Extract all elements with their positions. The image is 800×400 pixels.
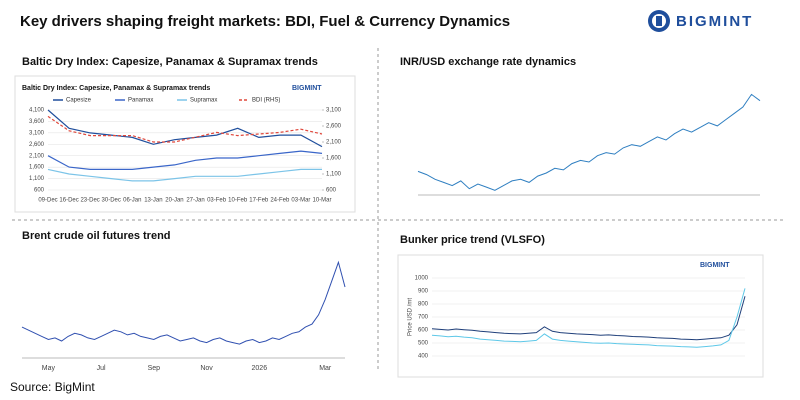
series-line [431, 296, 746, 341]
x-tick-label: Mar [319, 365, 332, 372]
y-tick-label: 1,600 [29, 165, 45, 171]
inner-logo: BIGMINT [292, 85, 322, 92]
series-line [47, 115, 323, 143]
panel-heading: Brent crude oil futures trend [22, 230, 171, 242]
series-line [47, 109, 323, 148]
y-tick-label: 400 [418, 354, 429, 360]
y-tick-label: 2,600 [29, 142, 45, 148]
y-tick-label: 600 [418, 328, 429, 334]
x-tick-label: 13-Jan [144, 198, 162, 204]
x-tick-label: 2026 [252, 365, 268, 372]
chart-frame [397, 254, 764, 378]
y-tick-label: 3,600 [29, 119, 45, 125]
panel-heading: INR/USD exchange rate dynamics [400, 56, 576, 68]
page-title: Key drivers shaping freight markets: BDI… [20, 13, 510, 30]
series-line [417, 93, 761, 191]
panel-heading: Baltic Dry Index: Capesize, Panamax & Su… [22, 56, 318, 68]
inner-logo: BIGMINT [700, 262, 730, 269]
x-tick-label: 24-Feb [270, 198, 290, 204]
series-line [47, 150, 323, 170]
legend-label: Supramax [190, 98, 217, 104]
inner-title: Baltic Dry Index: Capesize, Panamax & Su… [22, 85, 210, 92]
x-tick-label: Sep [148, 365, 161, 372]
y2-tick-label: 2,600 [326, 124, 342, 130]
y2-tick-label: 600 [326, 188, 337, 194]
x-tick-label: 16-Dec [59, 198, 78, 204]
x-tick-label: 23-Dec [80, 198, 99, 204]
y2-tick-label: 3,100 [326, 108, 342, 114]
x-tick-label: 20-Jan [165, 198, 183, 204]
legend-label: Panamax [128, 98, 153, 104]
x-tick-label: 10-Mar [312, 198, 331, 204]
x-tick-label: Jul [97, 365, 106, 372]
x-tick-label: 03-Mar [291, 198, 310, 204]
y-tick-label: 700 [418, 315, 429, 321]
x-tick-label: 06-Jan [123, 198, 141, 204]
y-tick-label: 800 [418, 302, 429, 308]
x-tick-label: 10-Feb [228, 198, 248, 204]
y-tick-label: 4,100 [29, 108, 45, 114]
panel-heading: Bunker price trend (VLSFO) [400, 234, 545, 246]
x-tick-label: 03-Feb [207, 198, 227, 204]
x-tick-label: 17-Feb [249, 198, 269, 204]
logo-text: BIGMINT [676, 13, 753, 30]
legend-label: BDI (RHS) [252, 98, 280, 104]
y-tick-label: 2,100 [29, 153, 45, 159]
logo: BIGMINT [648, 10, 753, 32]
y-tick-label: 1000 [415, 276, 429, 282]
y-tick-label: 500 [418, 341, 429, 347]
series-line [431, 288, 746, 348]
legend-label: Capesize [66, 98, 92, 104]
y-tick-label: 900 [418, 289, 429, 295]
y2-tick-label: 2,100 [326, 140, 342, 146]
y-tick-label: 1,100 [29, 176, 45, 182]
y-tick-label: 600 [34, 188, 45, 194]
logo-figure [656, 16, 662, 26]
x-tick-label: May [42, 365, 56, 372]
series-line [21, 260, 346, 345]
x-tick-label: 30-Dec [102, 198, 121, 204]
series-line [47, 168, 322, 182]
x-tick-label: 09-Dec [38, 198, 57, 204]
y2-tick-label: 1,600 [326, 156, 342, 162]
source: Source: BigMint [10, 380, 95, 394]
x-tick-label: Nov [200, 365, 213, 372]
x-tick-label: 27-Jan [186, 198, 204, 204]
y-tick-label: 3,100 [29, 130, 45, 136]
y2-tick-label: 1,100 [326, 172, 342, 178]
y-axis-label: Price USD /mt [408, 298, 414, 336]
